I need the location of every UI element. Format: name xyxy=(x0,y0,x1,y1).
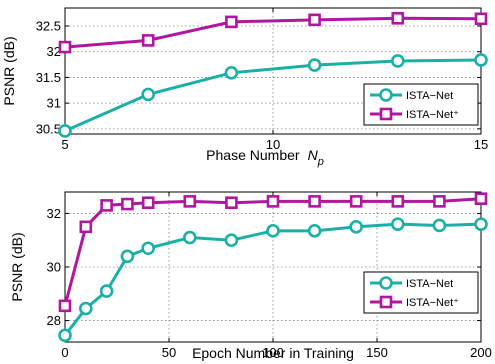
chart-2: 0 50 100 150 200 28 30 32 Epoch Number in Traini… xyxy=(9,191,492,361)
c1-legend: ISTA−Net ISTA−Net⁺ xyxy=(363,83,479,126)
c2-xtick-label: 0 xyxy=(61,345,68,360)
c1-ista-net-plus-point xyxy=(141,34,155,47)
c2-ista-net-point xyxy=(99,284,114,298)
c2-ista-net-point xyxy=(390,217,405,231)
c1-ista-net-point xyxy=(141,87,155,102)
c1-ista-net-point xyxy=(307,58,322,72)
c1-ista-net-point xyxy=(390,54,405,68)
c1-legend-ista-net-plus-label: ISTA−Net⁺ xyxy=(406,109,459,121)
c2-ista-net-point xyxy=(58,328,72,343)
c2-ytick-label: 30 xyxy=(47,260,61,275)
c2-legend-ista-net-marker xyxy=(379,276,393,290)
c1-y-axis-label: PSNR (dB) xyxy=(1,36,17,105)
c1-legend-ista-net-plus-marker xyxy=(379,107,393,121)
c2-y-axis-label: PSNR (dB) xyxy=(9,232,25,301)
c1-legend-ista-net-marker xyxy=(379,88,393,102)
c2-ista-net-plus-point xyxy=(58,299,72,313)
c1-ista-net-plus-point xyxy=(58,40,72,54)
c2-ista-net-plus-point xyxy=(141,196,155,210)
c2-ista-net-plus-point xyxy=(474,192,488,205)
c2-ytick-label: 32 xyxy=(47,206,61,221)
c1-ista-net-point xyxy=(224,66,239,80)
c2-ista-net-plus-point xyxy=(308,195,321,208)
c2-ista-net-point xyxy=(432,218,447,233)
c2-ista-net-point xyxy=(183,230,197,245)
c1-ytick-label: 30.5 xyxy=(36,121,61,136)
c2-ista-net-plus-point xyxy=(391,195,405,208)
c2-ista-net-plus-point xyxy=(79,220,93,234)
c1-xtick-label: 10 xyxy=(266,137,280,152)
c2-ista-net-plus-point xyxy=(266,195,280,208)
chart-1: 5 10 15 30.5 31 31.5 32 32.5 Phase Number Np PSNR … xyxy=(1,7,488,168)
c1-ista-net-plus-point xyxy=(391,11,405,25)
c2-ista-net-point xyxy=(349,220,364,234)
c2-ista-net-point xyxy=(266,224,280,238)
c2-ista-net-point xyxy=(474,217,488,231)
c1-series-ista-net-plus-line xyxy=(64,16,482,49)
c1-ista-net-plus-point xyxy=(308,13,321,27)
c2-ista-net-plus-point xyxy=(100,199,113,212)
c1-ytick-label: 32 xyxy=(47,44,61,59)
c2-legend-ista-net-plus-label: ISTA−Net⁺ xyxy=(406,297,459,309)
c2-ista-net-plus-point xyxy=(121,197,134,211)
c2-xtick-label: 200 xyxy=(470,345,492,360)
c1-xtick-label: 5 xyxy=(61,137,68,152)
c1-legend-ista-net-label: ISTA−Net xyxy=(406,90,453,102)
c1-ista-net-plus-point xyxy=(225,15,238,29)
c2-x-axis-label: Epoch Number in Training xyxy=(192,345,354,361)
c1-ytick-label: 31 xyxy=(47,96,61,111)
c1-ytick-label: 32.5 xyxy=(36,19,61,34)
c2-legend-ista-net-plus-marker xyxy=(379,295,393,309)
c2-ista-net-point xyxy=(141,241,155,256)
c2-xtick-label: 50 xyxy=(162,345,176,360)
c1-ista-net-point xyxy=(474,53,488,67)
c2-xtick-label: 100 xyxy=(262,345,284,360)
c1-ista-net-plus-point xyxy=(474,12,488,26)
c2-ista-net-plus-point xyxy=(433,195,446,208)
c2-ytick-label: 28 xyxy=(47,313,61,328)
c1-ista-net-point xyxy=(58,124,72,138)
c1-xtick-label: 15 xyxy=(474,137,488,152)
c2-ista-net-point xyxy=(224,233,239,248)
c2-ista-net-point xyxy=(79,301,93,316)
c2-legend: ISTA−Net ISTA−Net⁺ xyxy=(363,271,479,314)
c1-ytick-label: 31.5 xyxy=(36,70,61,85)
c2-ista-net-point xyxy=(120,249,135,264)
c2-legend-ista-net-label: ISTA−Net xyxy=(406,278,453,290)
c2-ista-net-plus-point xyxy=(225,196,238,210)
c2-xtick-label: 150 xyxy=(366,345,388,360)
c1-x-axis-label: Phase Number Np xyxy=(206,147,324,168)
c2-ista-net-plus-point xyxy=(183,195,197,208)
c2-ista-net-point xyxy=(307,224,322,238)
c1-series-ista-net-line xyxy=(64,58,482,133)
c2-ista-net-plus-point xyxy=(349,195,363,208)
